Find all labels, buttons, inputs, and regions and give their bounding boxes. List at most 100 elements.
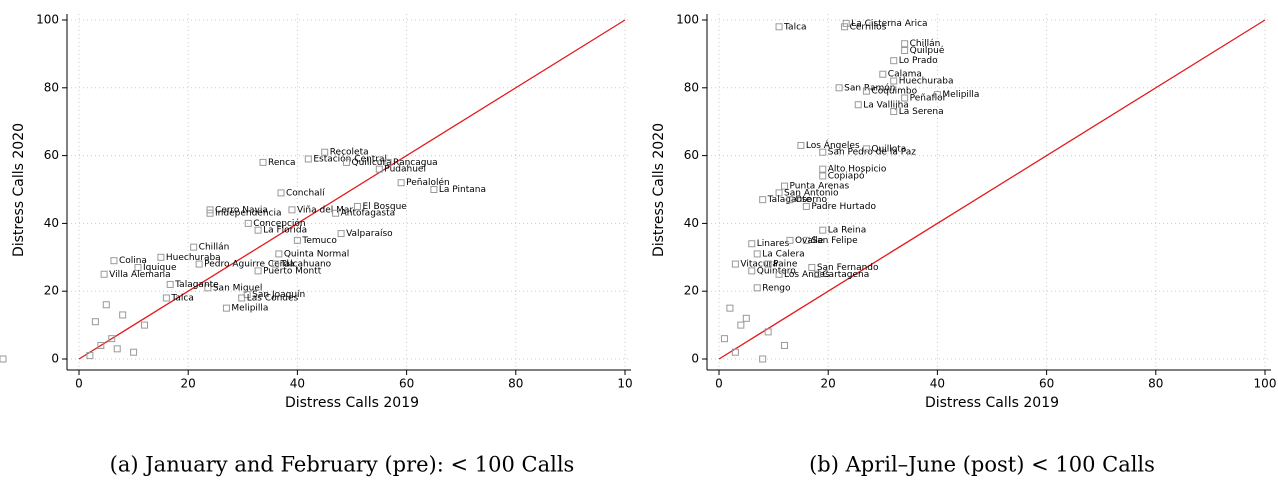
y-tick-label: 60 (44, 148, 59, 162)
y-tick-label: 0 (691, 352, 699, 366)
y-tick-label: 40 (44, 216, 59, 230)
point (819, 226, 827, 234)
x-tick-label: 60 (399, 377, 414, 391)
point (726, 304, 734, 312)
point (775, 23, 783, 31)
point (901, 40, 909, 48)
point (748, 267, 756, 275)
point-label: Lo Prado (899, 56, 938, 66)
point-label: Linares (757, 239, 790, 249)
point-label: Talca (170, 293, 194, 303)
point-label: Paine (773, 260, 798, 270)
point-label: Quillota (871, 144, 906, 154)
point (130, 348, 138, 356)
point (813, 270, 821, 278)
x-tick-label: 10 (617, 377, 632, 391)
point (343, 158, 351, 166)
point (819, 172, 827, 180)
point-label: Peñalolén (406, 177, 450, 188)
point (91, 318, 99, 326)
y-tick-label: 60 (684, 148, 699, 162)
point-label: La Reina (828, 226, 867, 236)
point (288, 206, 296, 214)
point (206, 209, 214, 217)
point (890, 57, 898, 65)
point-label: Huechuraba (166, 253, 221, 263)
point-label: Las Condes (247, 293, 299, 303)
point (890, 77, 898, 85)
point-label: Alto Hospicio (828, 165, 887, 175)
y-tick-label: 0 (51, 352, 59, 366)
x-tick-label: 60 (1039, 377, 1054, 391)
point (304, 155, 312, 163)
caption: (a) January and February (pre): < 100 Ca… (110, 453, 575, 477)
point (275, 250, 283, 258)
point (134, 263, 142, 271)
point (819, 148, 827, 156)
point (430, 186, 438, 193)
point-label: Villa Alemana (109, 270, 171, 280)
point-label: Padre Hurtado (811, 202, 876, 212)
x-tick-label: 40 (930, 377, 945, 391)
point-label: Quinta Normal (284, 249, 349, 259)
point-label: Chillán (199, 243, 230, 253)
point-label: Valparaíso (346, 229, 393, 239)
point (797, 141, 805, 149)
point (97, 341, 105, 349)
point (384, 158, 392, 166)
point (901, 47, 909, 55)
point-label: Cerro Navia (215, 205, 268, 215)
x-tick-label: 40 (290, 377, 305, 391)
reference-line (718, 19, 1266, 360)
point (753, 250, 761, 258)
point (753, 284, 761, 292)
point-label: Iquique (143, 263, 177, 273)
x-tick-label: 20 (821, 377, 836, 391)
point-label: San Joaquín (252, 290, 305, 300)
y-axis-title: Distress Calls 2020 (651, 123, 667, 257)
point-label: Punta Arenas (790, 182, 850, 192)
point (742, 314, 750, 322)
point (0, 355, 7, 363)
point-label: San Felipe (811, 236, 858, 246)
point-label: Cerrillos (850, 22, 887, 32)
y-axis-title: Distress Calls 2020 (11, 123, 27, 257)
point-label: Puerto Montt (263, 266, 322, 276)
point (786, 196, 794, 204)
point (293, 236, 301, 244)
x-tick-label: 0 (75, 377, 83, 391)
point-label: Independencia (215, 209, 281, 219)
point (86, 352, 94, 360)
point-label: San Fernando (817, 263, 879, 273)
point-label: Quilicura (352, 158, 392, 168)
point-label: Concepción (253, 218, 305, 229)
point-label: Los Andes (784, 270, 830, 280)
point (854, 101, 862, 109)
point (862, 145, 870, 153)
point (731, 260, 739, 268)
point-label: Calama (888, 70, 922, 80)
point-label: Renca (268, 158, 296, 168)
point-label: Talagante (767, 195, 812, 205)
point (764, 260, 772, 268)
point (244, 219, 252, 227)
point-label: Pudahuel (384, 165, 426, 175)
point (100, 270, 108, 278)
y-tick-label: 80 (684, 80, 699, 94)
point (353, 202, 361, 210)
point (337, 230, 345, 238)
x-axis-title: Distress Calls 2019 (925, 395, 1059, 411)
point-label: San Antonio (784, 188, 839, 198)
point (259, 158, 267, 166)
point-label: Coquimbo (871, 87, 917, 97)
y-tick-label: 20 (44, 284, 59, 298)
point-label: Talcahuano (280, 260, 332, 270)
caption: (b) April–June (post) < 100 Calls (809, 453, 1155, 477)
point (802, 202, 810, 210)
point (321, 148, 329, 156)
point-label: Talca (783, 22, 807, 32)
point (375, 165, 383, 173)
point (204, 284, 212, 292)
point (748, 240, 756, 248)
point (254, 226, 262, 234)
